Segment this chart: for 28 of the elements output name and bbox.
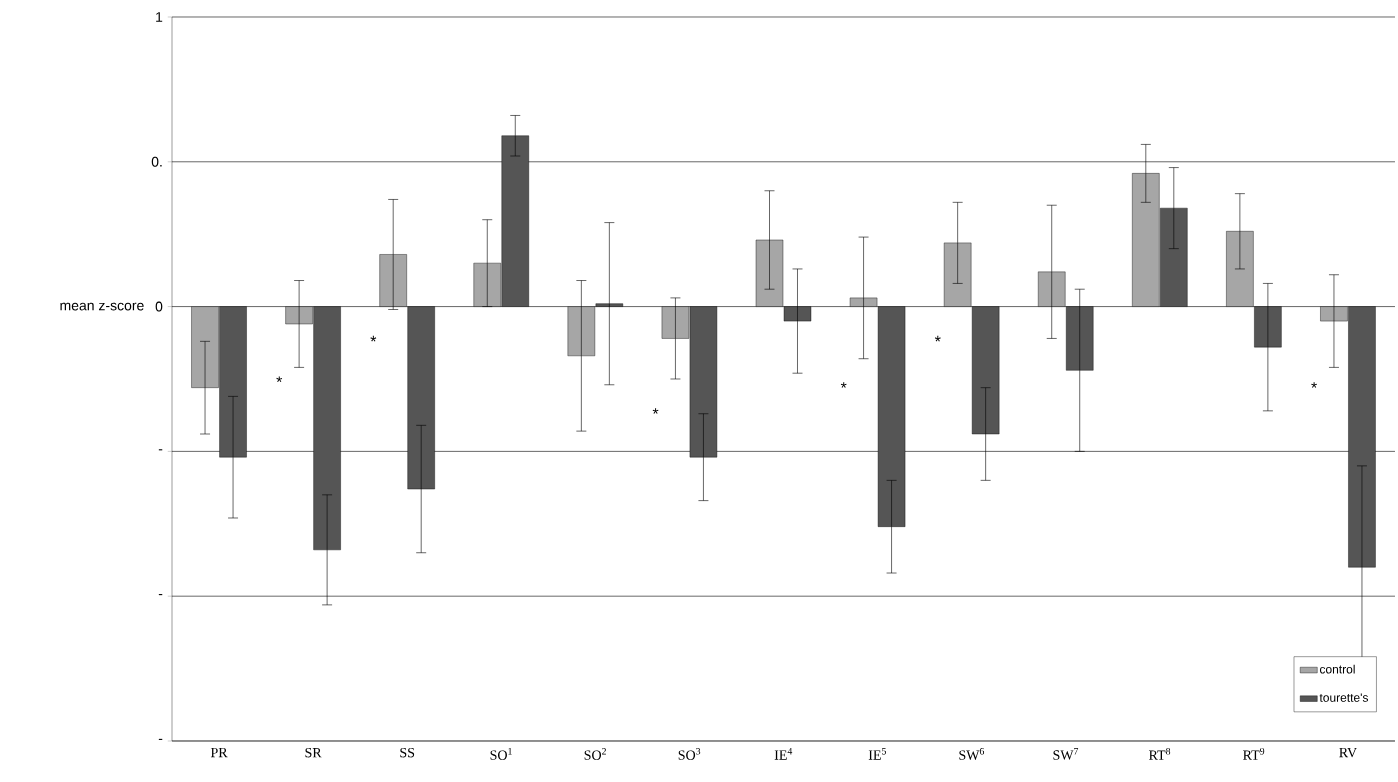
y-tick-label: - bbox=[158, 449, 163, 451]
y-axis-title: mean z-score bbox=[60, 302, 144, 311]
y-tick-label: - bbox=[158, 738, 163, 740]
annotation: * bbox=[934, 335, 941, 342]
x-tick-label: RT$^{8}$ bbox=[1148, 747, 1171, 760]
annotation: * bbox=[840, 382, 847, 388]
x-tick-label: PR bbox=[210, 747, 228, 758]
x-tick-label: SO$^{2}$ bbox=[584, 747, 606, 760]
x-tick-label: RT$^{9}$ bbox=[1243, 747, 1265, 760]
y-tick-label: - bbox=[158, 594, 163, 596]
annotation: * bbox=[276, 376, 283, 382]
annotation: * bbox=[652, 408, 659, 414]
x-tick-label: RV bbox=[1339, 747, 1357, 758]
y-tick-label: 0. bbox=[151, 156, 162, 167]
legend-label: tourette's bbox=[1319, 693, 1369, 702]
x-tick-label: SO$^{1}$ bbox=[490, 747, 512, 760]
x-tick-label: SW$^{7}$ bbox=[1053, 747, 1079, 760]
y-tick-label: 0 bbox=[155, 301, 163, 312]
annotation: * bbox=[370, 335, 377, 342]
x-tick-label: SW$^{6}$ bbox=[959, 747, 985, 760]
x-tick-label: IE$^{5}$ bbox=[868, 747, 886, 760]
x-tick-label: IE$^{4}$ bbox=[774, 747, 793, 760]
y-tick-label: 1 bbox=[156, 12, 163, 22]
annotation: * bbox=[1311, 382, 1317, 388]
x-tick-label: SO$^{3}$ bbox=[678, 747, 701, 760]
legend-label: control bbox=[1319, 664, 1355, 674]
x-tick-label: SR bbox=[305, 747, 322, 758]
x-tick-label: SS bbox=[400, 747, 415, 758]
